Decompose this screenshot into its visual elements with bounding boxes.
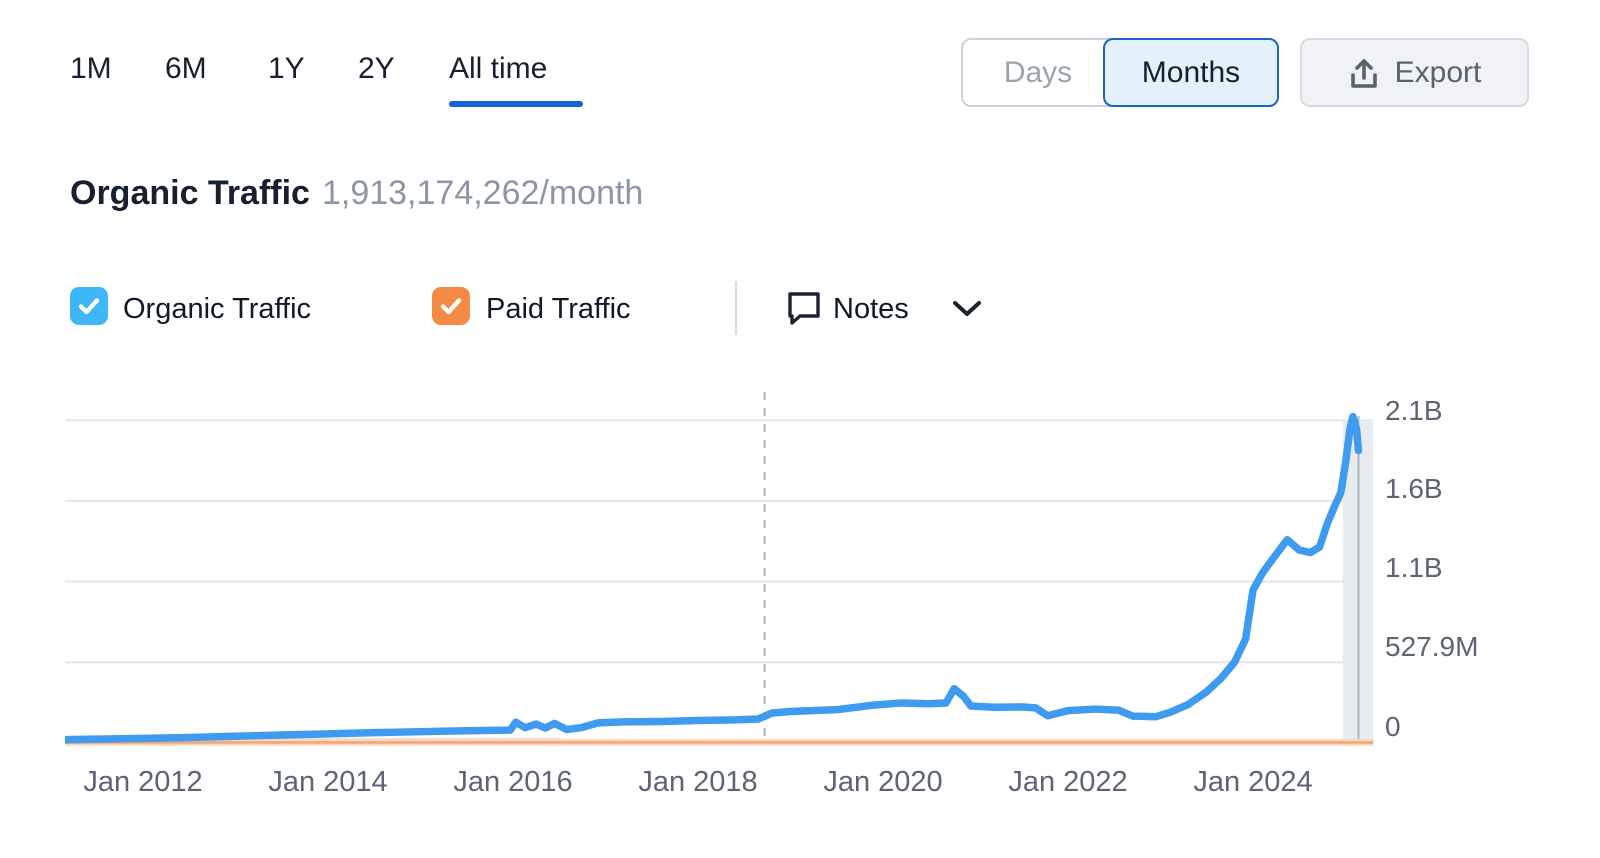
paid-traffic-legend-label: Paid Traffic: [486, 293, 631, 325]
x-tick-label: Jan 2018: [638, 766, 758, 798]
paid-traffic-checkbox[interactable]: [432, 287, 470, 325]
organic-traffic-legend-label: Organic Traffic: [123, 293, 312, 325]
x-tick-label: Jan 2014: [268, 766, 388, 798]
y-tick-label: 2.1B: [1385, 395, 1443, 426]
y-tick-label: 0: [1385, 711, 1401, 742]
y-tick-label: 1.1B: [1385, 552, 1443, 583]
notes-bubble-icon[interactable]: [784, 288, 824, 333]
tab-range-1y[interactable]: 1Y: [268, 52, 305, 85]
legend-divider: [735, 281, 737, 335]
active-tab-underline: [449, 101, 583, 107]
checkmark-icon: [76, 293, 102, 319]
checkmark-icon: [438, 293, 464, 319]
tab-range-1m[interactable]: 1M: [70, 52, 112, 85]
y-tick-label: 527.9M: [1385, 631, 1479, 662]
y-tick-label: 1.6B: [1385, 473, 1443, 504]
metric-title: Organic Traffic: [70, 174, 310, 212]
x-tick-label: Jan 2020: [823, 766, 943, 798]
x-tick-label: Jan 2024: [1193, 766, 1313, 798]
organic-traffic-checkbox[interactable]: [70, 287, 108, 325]
granularity-toggle: Days Months: [961, 38, 1279, 107]
organic-traffic-line: [65, 412, 1363, 744]
export-button[interactable]: Export: [1300, 38, 1529, 107]
traffic-chart[interactable]: [65, 386, 1380, 752]
chevron-down-icon[interactable]: [952, 300, 982, 323]
tab-range-all-time[interactable]: All time: [449, 52, 548, 85]
notes-label[interactable]: Notes: [833, 293, 909, 325]
export-upload-icon: [1348, 56, 1380, 90]
x-tick-label: Jan 2012: [83, 766, 203, 798]
x-tick-label: Jan 2016: [453, 766, 573, 798]
x-tick-label: Jan 2022: [1008, 766, 1128, 798]
export-label: Export: [1394, 55, 1482, 89]
tab-range-2y[interactable]: 2Y: [358, 52, 395, 85]
toggle-months-button[interactable]: Months: [1103, 38, 1279, 107]
metric-header: Organic Traffic 1,913,174,262/month: [70, 174, 643, 213]
metric-value: 1,913,174,262/month: [321, 174, 644, 212]
tab-range-6m[interactable]: 6M: [165, 52, 207, 85]
toggle-days-button[interactable]: Days: [961, 38, 1113, 107]
